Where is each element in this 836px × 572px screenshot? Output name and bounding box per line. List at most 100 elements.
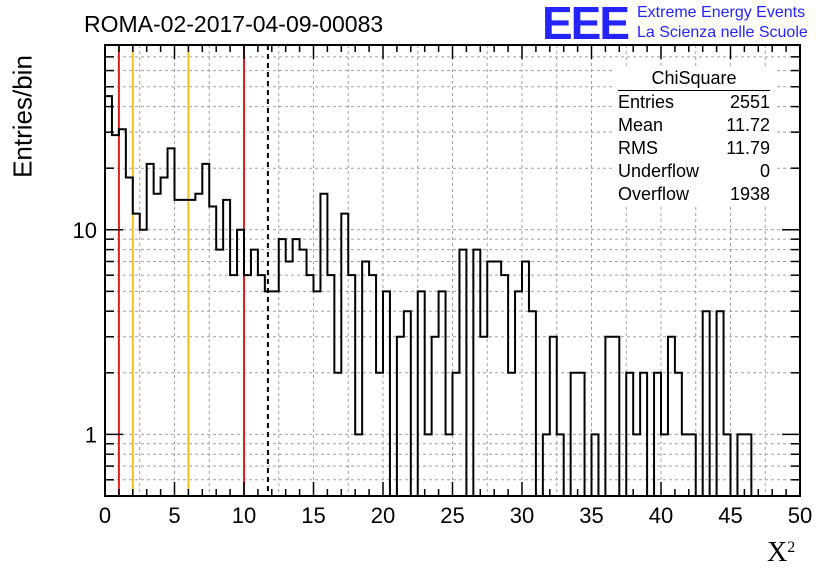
histogram-bin: [626, 373, 633, 496]
histogram-outline: [104, 95, 800, 497]
x-tick-label: 35: [579, 503, 603, 528]
x-axis-label-base: X: [767, 537, 788, 568]
x-tick-label: 40: [649, 503, 673, 528]
histogram-bin: [724, 434, 731, 496]
histogram-bin: [209, 206, 216, 496]
histogram-bin: [605, 337, 612, 496]
histogram-bin: [272, 291, 279, 496]
x-tick-label: 50: [788, 503, 812, 528]
grid-layer: [105, 45, 800, 496]
histogram-bin: [286, 261, 293, 496]
stats-label: Entries: [618, 92, 675, 112]
histogram-bin: [543, 434, 550, 496]
histogram-bin: [154, 194, 161, 496]
histogram-bin: [494, 261, 501, 496]
logo-line-1: Extreme Energy Events: [637, 4, 806, 21]
histogram-bin: [717, 311, 724, 496]
histogram-bin: [195, 194, 202, 496]
histogram-bin: [112, 135, 119, 496]
histogram-bin: [147, 164, 154, 496]
x-tick-label: 10: [232, 503, 256, 528]
y-tick-label: 1: [85, 422, 97, 447]
axis-ticks: [104, 44, 801, 497]
histogram-bin: [612, 337, 619, 496]
histogram-bin: [133, 214, 140, 496]
histogram-bin: [404, 311, 411, 496]
stats-value: 2551: [729, 92, 770, 112]
histogram-bin: [223, 200, 230, 496]
histogram-bin: [480, 337, 487, 496]
histogram-bin: [571, 373, 578, 496]
stats-value: 11.72: [726, 115, 770, 135]
histogram-bin: [675, 373, 682, 496]
histogram-bin: [737, 434, 744, 496]
histogram-bin: [654, 373, 661, 496]
stats-label: Underflow: [618, 161, 700, 181]
histogram-bin: [307, 275, 314, 496]
histogram-bin: [105, 96, 112, 496]
histogram-bin: [522, 261, 529, 496]
histogram-bin: [251, 250, 258, 496]
histogram-bin: [126, 178, 133, 496]
histogram-bin: [418, 291, 425, 496]
histogram-bin: [578, 373, 585, 496]
histogram-bin: [744, 434, 751, 496]
histogram-bin: [432, 337, 439, 496]
histogram-bin: [175, 200, 182, 496]
histogram-bin: [369, 275, 376, 496]
histogram-bin: [168, 148, 175, 496]
histogram-bin: [703, 311, 710, 496]
stats-value: 1938: [729, 184, 770, 204]
histogram-bin: [689, 434, 696, 496]
histogram-bin: [508, 373, 515, 496]
histogram-bin: [300, 250, 307, 496]
histogram-bin: [668, 337, 675, 496]
histogram-bin: [216, 250, 223, 496]
stats-value: 0: [759, 161, 770, 181]
histogram-bin: [397, 337, 404, 496]
stats-label: RMS: [618, 138, 658, 158]
stats-label: Overflow: [618, 184, 690, 204]
histogram-bin: [473, 250, 480, 496]
histogram-bin: [592, 434, 599, 496]
histogram-bin: [376, 373, 383, 496]
x-axis-label-superscript: 2: [787, 539, 796, 556]
histogram-bin: [140, 230, 147, 496]
histogram-bin: [258, 275, 265, 496]
histogram-bin: [425, 434, 432, 496]
histogram-bin: [230, 275, 237, 496]
histogram-bin: [661, 434, 668, 496]
histogram-bin: [487, 261, 494, 496]
histogram-bin: [161, 178, 168, 496]
histogram-bin: [237, 230, 244, 496]
y-tick-label: 10: [73, 218, 97, 243]
y-axis-label: Entries/bin: [7, 55, 38, 178]
stats-row-entries: Entries 2551: [612, 91, 776, 114]
histogram-bin: [341, 214, 348, 496]
stats-box: ChiSquare Entries 2551 Mean 11.72 RMS 11…: [612, 66, 776, 206]
histogram-bin: [202, 164, 209, 496]
histogram-bin: [633, 434, 640, 496]
x-tick-label: 45: [718, 503, 742, 528]
histogram-bin: [320, 194, 327, 496]
x-tick-label: 30: [510, 503, 534, 528]
histogram-bin: [348, 275, 355, 496]
histogram-bin: [181, 200, 188, 496]
stats-row-mean: Mean 11.72: [612, 114, 776, 137]
histogram-bin: [550, 337, 557, 496]
histogram-bin: [501, 275, 508, 496]
histogram-bin: [446, 434, 453, 496]
eee-logo: EEE: [542, 0, 630, 46]
histogram-bin: [355, 434, 362, 496]
x-tick-label: 5: [168, 503, 180, 528]
stats-row-underflow: Underflow 0: [612, 160, 776, 183]
x-tick-label: 15: [301, 503, 325, 528]
histogram-bin: [557, 434, 564, 496]
histogram-bin: [453, 373, 460, 496]
histogram-bin: [244, 275, 251, 496]
stats-row-overflow: Overflow 1938: [612, 183, 776, 206]
tick-labels: 0 5 10 15 20 25 30 35 40 45 50 1 10: [73, 218, 813, 528]
histogram-bin: [293, 239, 300, 496]
histogram-bin: [515, 291, 522, 496]
